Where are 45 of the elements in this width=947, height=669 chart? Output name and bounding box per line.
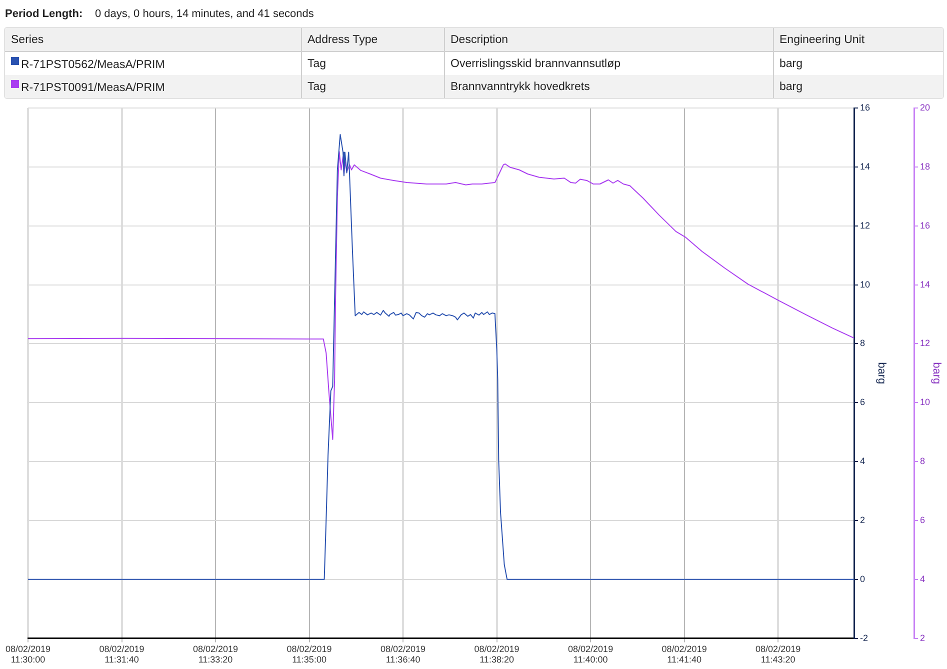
y2-tick-label: 18 xyxy=(920,161,930,172)
x-tick-label: 08/02/2019 11:41:40 xyxy=(662,644,707,664)
text: Address Type xyxy=(301,28,444,52)
y2-tick-label: 4 xyxy=(920,574,926,584)
legend-label: R-71PST0562/MeasA/PRIM xyxy=(21,58,165,70)
y2-tick-label: 12 xyxy=(920,338,930,348)
y2-tick-label: 10 xyxy=(920,397,930,408)
y-tick-label: 10 xyxy=(860,279,870,290)
text: barg xyxy=(773,52,945,75)
y-tick-label: 4 xyxy=(860,456,866,466)
y-tick-label: 0 xyxy=(860,574,866,584)
x-tick-label: 08/02/2019 11:36:40 xyxy=(380,644,426,664)
x-tick-label: 08/02/2019 11:40:00 xyxy=(568,644,614,664)
text: Tag xyxy=(301,75,444,98)
y2-tick-label: 2 xyxy=(920,632,926,643)
text: 0 days, 0 hours, 14 minutes, and 41 seconds xyxy=(95,8,314,20)
y-tick-label: 6 xyxy=(860,397,866,408)
legend-title: Series xyxy=(5,28,301,52)
y-axis-title: barg xyxy=(875,362,888,384)
y-tick-label: 8 xyxy=(860,338,866,348)
text: Description xyxy=(444,28,773,52)
text: barg xyxy=(773,75,945,98)
text: Brannvanntrykk hovedkrets xyxy=(444,75,773,98)
y-tick-label: 16 xyxy=(860,102,870,112)
text: Overrislingsskid brannvannsutløp xyxy=(444,52,773,75)
text: Engineering Unit xyxy=(773,28,945,52)
x-tick-label: 08/02/2019 11:30:00 xyxy=(5,644,51,664)
x-tick-label: 08/02/2019 11:38:20 xyxy=(474,644,520,664)
x-tick-label: 08/02/2019 11:35:00 xyxy=(286,644,332,664)
y-tick-label: 14 xyxy=(860,161,870,172)
y-tick-label: 2 xyxy=(860,514,866,525)
x-tick-label: 08/02/2019 11:31:40 xyxy=(99,644,144,664)
y-tick-label: 12 xyxy=(860,220,870,230)
y2-axis-title: barg xyxy=(930,362,942,384)
y2-tick-label: 6 xyxy=(920,514,926,525)
text: Tag xyxy=(301,52,444,75)
text: Period Length: xyxy=(5,8,84,20)
x-tick-label: 08/02/2019 11:43:20 xyxy=(756,644,801,664)
y2-tick-label: 14 xyxy=(920,279,930,290)
y2-tick-label: 20 xyxy=(920,102,930,112)
x-tick-label: 08/02/2019 11:33:20 xyxy=(192,644,238,664)
y2-tick-label: 16 xyxy=(920,220,930,230)
legend-label: R-71PST0091/MeasA/PRIM xyxy=(21,82,165,94)
y-tick-label: -2 xyxy=(860,632,868,643)
y2-tick-label: 8 xyxy=(920,456,926,466)
